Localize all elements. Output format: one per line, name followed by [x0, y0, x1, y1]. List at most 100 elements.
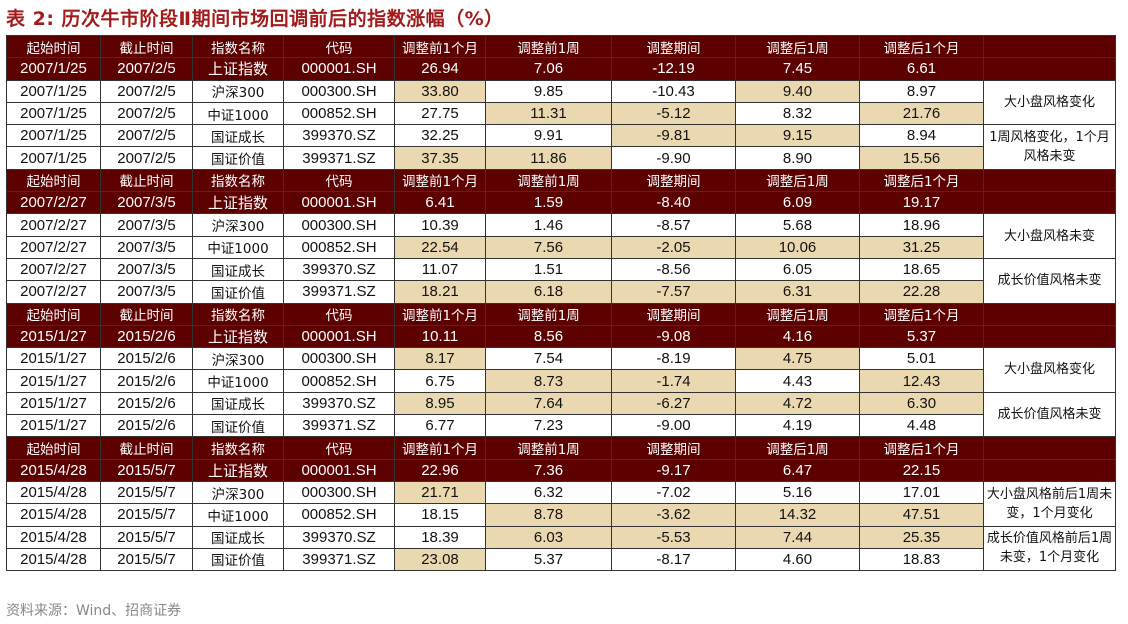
end-date-cell: 2007/3/5 — [100, 191, 193, 215]
start-date-cell: 2007/2/27 — [6, 213, 101, 237]
value-cell: 4.43 — [735, 369, 860, 393]
index-name-cell: 沪深300 — [192, 79, 284, 103]
value-cell: 18.15 — [394, 503, 486, 527]
value-cell: 11.07 — [394, 257, 486, 282]
value-cell: 6.75 — [394, 369, 486, 393]
value-cell: -2.05 — [611, 235, 736, 259]
value-cell: 6.05 — [735, 257, 860, 282]
start-date-cell: 2015/1/27 — [6, 391, 101, 416]
value-cell: 8.78 — [485, 503, 612, 527]
value-cell: -8.19 — [611, 347, 736, 371]
value-cell: 9.91 — [485, 124, 612, 148]
style-note-cell: 成长价值风格前后1周未变，1个月变化 — [983, 525, 1116, 572]
value-cell: 4.48 — [859, 414, 984, 438]
column-header: 调整前1周 — [485, 34, 612, 59]
start-date-cell: 2015/1/27 — [6, 347, 101, 371]
index-name-cell: 上证指数 — [192, 191, 284, 215]
style-note-cell: 大小盘风格变化 — [983, 79, 1116, 126]
column-header: 调整后1个月 — [859, 436, 984, 460]
start-date-cell: 2007/2/27 — [6, 191, 101, 215]
end-date-cell: 2015/5/7 — [100, 525, 193, 549]
start-date-cell: 2015/4/28 — [6, 525, 101, 549]
code-cell: 000300.SH — [283, 213, 395, 237]
start-date-cell: 2015/1/27 — [6, 369, 101, 393]
header-row: 起始时间 截止时间 指数名称 代码 调整前1个月 调整前1周 调整期间 调整后1周 调整后1个月 — [6, 436, 1116, 460]
column-header: 调整前1周 — [485, 302, 612, 326]
index-name-cell: 中证1000 — [192, 235, 284, 259]
index-name-cell: 沪深300 — [192, 213, 284, 237]
value-cell: 1.51 — [485, 257, 612, 282]
blank-cell — [983, 57, 1116, 81]
column-header: 调整期间 — [611, 302, 736, 326]
code-cell: 000300.SH — [283, 79, 395, 103]
value-cell: 4.72 — [735, 391, 860, 416]
column-header: 调整前1个月 — [394, 302, 486, 326]
benchmark-row: 2007/1/25 2007/2/5 上证指数 000001.SH 26.94 7.06-… — [6, 57, 1116, 81]
value-cell: 4.75 — [735, 347, 860, 371]
column-header: 截止时间 — [100, 34, 193, 59]
index-name-cell: 中证1000 — [192, 101, 284, 126]
column-header: 代码 — [283, 436, 395, 460]
code-cell: 000852.SH — [283, 235, 395, 259]
end-date-cell: 2007/2/5 — [100, 57, 193, 81]
code-cell: 000300.SH — [283, 347, 395, 371]
value-cell: 9.40 — [735, 79, 860, 103]
start-date-cell: 2007/1/25 — [6, 101, 101, 126]
start-date-cell: 2015/4/28 — [6, 503, 101, 527]
index-name-cell: 沪深300 — [192, 347, 284, 371]
value-cell: 7.44 — [735, 525, 860, 549]
value-cell: 22.28 — [859, 280, 984, 304]
column-header: 起始时间 — [6, 34, 101, 59]
column-header: 起始时间 — [6, 302, 101, 326]
code-cell: 000852.SH — [283, 101, 395, 126]
index-name-cell: 国证价值 — [192, 146, 284, 170]
value-cell: 6.18 — [485, 280, 612, 304]
value-cell: 1.46 — [485, 213, 612, 237]
index-name-cell: 国证价值 — [192, 414, 284, 438]
end-date-cell: 2007/3/5 — [100, 235, 193, 259]
column-header: 截止时间 — [100, 168, 193, 193]
value-cell: 37.35 — [394, 146, 486, 170]
value-cell: 8.90 — [735, 146, 860, 170]
table-row: 2015/4/28 2015/5/7 国证成长 399370.SZ 18.39 6.03-… — [6, 525, 1116, 572]
value-cell: 11.31 — [485, 101, 612, 126]
value-cell: -10.43 — [611, 79, 736, 103]
column-header: 调整后1个月 — [859, 34, 984, 59]
value-cell: 10.39 — [394, 213, 486, 237]
column-header: 指数名称 — [192, 302, 284, 326]
value-cell: -7.57 — [611, 280, 736, 304]
code-cell: 000001.SH — [283, 191, 395, 215]
column-header: 调整后1个月 — [859, 168, 984, 193]
code-cell: 399370.SZ — [283, 124, 395, 148]
value-cell: 21.71 — [394, 480, 486, 505]
value-cell: 6.47 — [735, 458, 860, 482]
table-row: 2007/1/25 2007/2/5 沪深300 000300.SH 33.80 9.85… — [6, 79, 1116, 126]
table-row: 2015/4/28 2015/5/7 中证1000 000852.SH 18.15 8.7… — [6, 503, 1116, 527]
value-cell: 25.35 — [859, 525, 984, 549]
value-cell: -9.08 — [611, 324, 736, 349]
code-cell: 000001.SH — [283, 458, 395, 482]
value-cell: -8.56 — [611, 257, 736, 282]
end-date-cell: 2015/2/6 — [100, 347, 193, 371]
value-cell: 6.30 — [859, 391, 984, 416]
value-cell: 4.16 — [735, 324, 860, 349]
value-cell: 6.32 — [485, 480, 612, 505]
index-name-cell: 国证成长 — [192, 525, 284, 549]
start-date-cell: 2007/1/25 — [6, 124, 101, 148]
table-row: 2015/1/27 2015/2/6 国证成长 399370.SZ 8.95 7.64 -6… — [6, 391, 1116, 438]
style-note-cell: 成长价值风格未变 — [983, 257, 1116, 304]
index-name-cell: 中证1000 — [192, 503, 284, 527]
column-header: 指数名称 — [192, 34, 284, 59]
index-name-cell: 国证成长 — [192, 257, 284, 282]
value-cell: -9.90 — [611, 146, 736, 170]
end-date-cell: 2007/2/5 — [100, 146, 193, 170]
value-cell: 8.17 — [394, 347, 486, 371]
value-cell: 22.96 — [394, 458, 486, 482]
style-note-cell: 大小盘风格未变 — [983, 213, 1116, 259]
value-cell: -9.81 — [611, 124, 736, 148]
start-date-cell: 2015/1/27 — [6, 324, 101, 349]
value-cell: 8.94 — [859, 124, 984, 148]
value-cell: 6.61 — [859, 57, 984, 81]
value-cell: -3.62 — [611, 503, 736, 527]
column-header: 调整前1个月 — [394, 436, 486, 460]
